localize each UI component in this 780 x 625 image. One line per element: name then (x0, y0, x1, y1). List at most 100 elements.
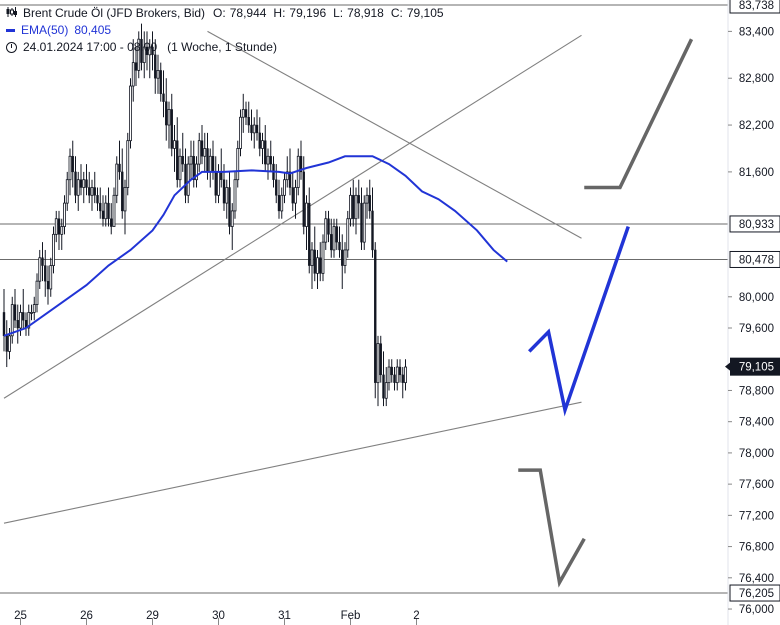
candle-body (181, 156, 184, 165)
candle-body (288, 171, 292, 188)
candle-body (258, 132, 261, 149)
candle-body (255, 124, 259, 134)
candle-body (330, 234, 333, 251)
projection-gray-down-path (518, 468, 586, 588)
candle-body (88, 187, 91, 196)
candle-body (176, 140, 179, 180)
last-price-pointer (725, 362, 730, 371)
candle-body (335, 226, 338, 243)
candle-body (230, 210, 234, 227)
candle-body (332, 226, 336, 251)
legend-open: 78,944 (229, 6, 267, 20)
candle-body (264, 140, 267, 165)
candle-body (54, 218, 58, 235)
candle-body (2, 312, 6, 337)
candle-body (285, 171, 289, 181)
candle-body (165, 101, 168, 126)
candle-body (206, 148, 209, 173)
candle-body (173, 140, 176, 149)
candle-body (142, 46, 146, 64)
candle-body (107, 202, 110, 219)
candle-body (131, 62, 135, 87)
candle-body (395, 366, 399, 384)
candle-body (236, 148, 240, 181)
candle-body (390, 366, 393, 376)
candle-body (85, 179, 88, 188)
candle-body (63, 202, 66, 227)
candle-body (310, 249, 314, 266)
legend-ema-row: EMA(50) 80,405 (6, 22, 444, 39)
candle-body (68, 155, 72, 181)
legend-open-label: O: (213, 6, 226, 20)
legend-high-label: H: (273, 6, 286, 20)
level-badge (729, 584, 780, 602)
candle-body (379, 343, 382, 376)
legend-ema-label: EMA(50) (21, 23, 69, 37)
candle-body (275, 179, 278, 196)
candle-body (5, 335, 8, 352)
y-tick-label: 77,200 (739, 510, 774, 522)
candle-body (299, 156, 303, 173)
candle-body (291, 187, 294, 204)
candle-body (401, 374, 404, 383)
candle-body (126, 140, 130, 188)
candle-body (252, 124, 256, 134)
trendline (3, 401, 582, 524)
candle-body (338, 241, 341, 251)
candle-body (99, 202, 102, 212)
candle-body (104, 202, 108, 220)
candle-body (60, 226, 64, 235)
candle-body (115, 163, 119, 196)
level-badge-label: 80,933 (739, 219, 774, 231)
projection-arrows (518, 38, 694, 588)
y-tick-label: 77,600 (739, 479, 774, 491)
candle-body (376, 343, 380, 384)
candle-body (261, 140, 264, 149)
candle-body (319, 257, 322, 274)
candle-body (349, 194, 352, 220)
candle-body (313, 249, 316, 274)
candle-body (145, 46, 149, 56)
candle-body (324, 218, 328, 243)
legend-low: 78,918 (347, 6, 384, 20)
candle-body (250, 124, 253, 134)
level-badge (729, 0, 780, 14)
candle-body (189, 155, 193, 165)
candle-body (387, 366, 391, 384)
last-price-badge (730, 357, 780, 376)
candle-body (225, 187, 229, 204)
candle-body (357, 195, 360, 204)
candle-body (19, 312, 22, 329)
candle-body (283, 179, 286, 196)
legend-ohlc-row: Brent Crude Öl (JFD Brokers, Bid) O: 78,… (6, 5, 444, 22)
candle-body (211, 156, 215, 173)
candle-body (35, 280, 39, 305)
y-tick-label: 79,600 (739, 323, 774, 335)
candle-body (22, 312, 25, 321)
y-tick-label: 81,600 (739, 167, 774, 179)
clock-icon (6, 42, 17, 53)
y-tick-label: 78,800 (739, 385, 774, 397)
candle-body (360, 202, 363, 243)
candle-body (244, 109, 248, 118)
trendline (3, 34, 582, 399)
candle-body (41, 257, 44, 266)
candle-body (247, 117, 250, 126)
y-tick-label: 82,200 (739, 120, 774, 132)
candle-body (280, 194, 284, 212)
candle-body (277, 195, 281, 212)
candle-body (384, 382, 388, 399)
candle-body (71, 156, 74, 173)
projection-gray-up-path (584, 38, 694, 190)
ema-swatch-icon (6, 29, 15, 32)
candle-body (241, 109, 245, 118)
candle-body (32, 304, 36, 313)
legend-close-label: C: (390, 6, 403, 20)
trendline (207, 30, 582, 239)
x-tick-label: 29 (146, 610, 159, 622)
candle-body (341, 249, 344, 266)
candle-body (167, 109, 171, 126)
level-badge-label: 83,738 (739, 0, 774, 12)
candle-body (10, 304, 14, 337)
